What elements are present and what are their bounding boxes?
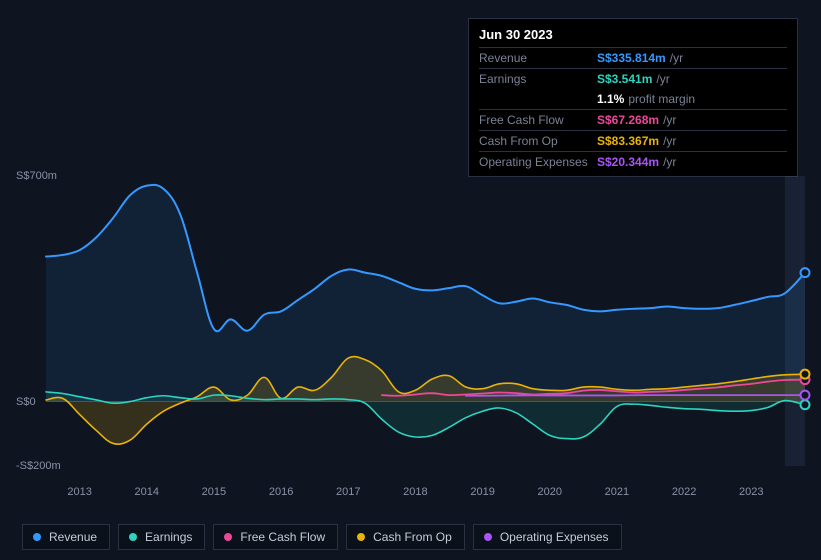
x-axis-tick: 2023 [739,486,763,498]
legend-item-revenue[interactable]: Revenue [22,524,110,550]
legend-item-label: Revenue [49,530,97,544]
x-axis-tick: 2014 [135,486,159,498]
legend-item-label: Free Cash Flow [240,530,325,544]
legend-item-cashfromop[interactable]: Cash From Op [346,524,465,550]
tooltip-row-value: S$335.814m/yr [597,49,683,67]
tooltip-row-value: S$83.367m/yr [597,132,676,150]
tooltip-row-value: 1.1%profit margin [597,90,695,108]
chart-legend: Revenue Earnings Free Cash Flow Cash From O… [22,524,622,550]
tooltip-row-label: Free Cash Flow [479,111,597,129]
tooltip-title: Jun 30 2023 [479,25,787,45]
x-axis-tick: 2022 [672,486,696,498]
x-axis-tick: 2013 [67,486,91,498]
tooltip-row: EarningsS$3.541m/yr [479,68,787,89]
tooltip-row: Free Cash FlowS$67.268m/yr [479,109,787,130]
tooltip-row: RevenueS$335.814m/yr [479,47,787,68]
legend-dot-icon [224,533,232,541]
tooltip-row-label: Cash From Op [479,132,597,150]
y-axis-tick: S$700m [16,170,46,182]
tooltip-row-label: Revenue [479,49,597,67]
legend-dot-icon [33,533,41,541]
legend-dot-icon [129,533,137,541]
legend-item-label: Operating Expenses [500,530,609,544]
tooltip-row-value: S$67.268m/yr [597,111,676,129]
legend-dot-icon [357,533,365,541]
tooltip-row-value: S$3.541m/yr [597,70,670,88]
legend-item-label: Cash From Op [373,530,452,544]
y-axis-tick: -S$200m [16,460,46,472]
financials-chart[interactable]: S$700mS$0-S$200m 20132014201520162017201… [16,160,805,480]
x-axis-tick: 2015 [202,486,226,498]
x-axis-tick: 2019 [470,486,494,498]
tooltip-row: Cash From OpS$83.367m/yr [479,130,787,151]
tooltip-row-label [479,90,597,108]
x-axis-tick: 2016 [269,486,293,498]
legend-item-label: Earnings [145,530,192,544]
legend-item-fcf[interactable]: Free Cash Flow [213,524,338,550]
y-axis-tick: S$0 [16,396,46,408]
x-axis-tick: 2017 [336,486,360,498]
x-axis-tick: 2018 [403,486,427,498]
legend-item-opex[interactable]: Operating Expenses [473,524,622,550]
tooltip-row-label: Earnings [479,70,597,88]
legend-dot-icon [484,533,492,541]
x-axis-tick: 2020 [538,486,562,498]
chart-tooltip: Jun 30 2023 RevenueS$335.814m/yrEarnings… [468,18,798,177]
x-axis-tick: 2021 [605,486,629,498]
tooltip-row: 1.1%profit margin [479,89,787,109]
legend-item-earnings[interactable]: Earnings [118,524,205,550]
